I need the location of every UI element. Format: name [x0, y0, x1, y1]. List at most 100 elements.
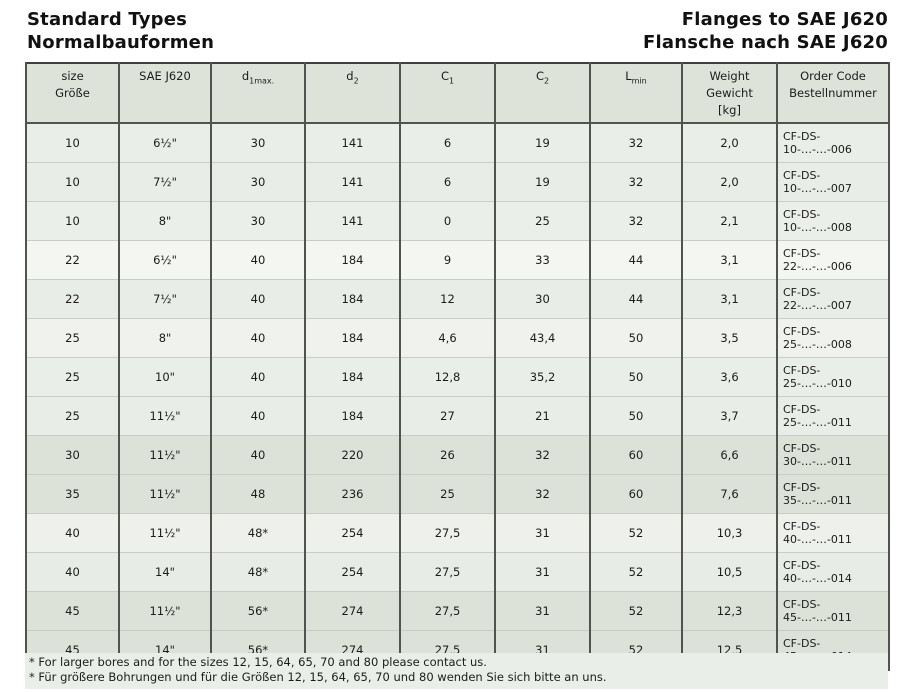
col-header-c1: C1	[399, 63, 496, 124]
cell-size: 40	[25, 552, 120, 592]
table-row: 35 11½" 48 236 25 32 60 7,6 CF-DS-35-…-…-011	[25, 474, 890, 514]
table-row: 25 8" 40 184 4,6 43,4 50 3,5 CF-DS-25-…-…-008	[25, 318, 890, 358]
cell-size: 40	[25, 513, 120, 553]
header-label: L	[625, 69, 632, 83]
cell-d2: 184	[304, 279, 401, 319]
cell-order-code: CF-DS-45-…-…-011	[776, 591, 890, 631]
title-right-line1: Flanges to SAE J620	[681, 9, 888, 30]
header-label: SAE J620	[139, 69, 191, 83]
cell-c1: 9	[399, 240, 496, 280]
cell-lmin: 52	[589, 513, 683, 553]
cell-d2: 254	[304, 513, 401, 553]
cell-size: 25	[25, 318, 120, 358]
cell-weight: 10,5	[681, 552, 778, 592]
page-titles: Standard Types Normalbauformen Flanges t…	[27, 8, 888, 54]
header-row: size Größe SAE J620 d1max. d2 C1 C2	[25, 63, 890, 124]
cell-weight: 6,6	[681, 435, 778, 475]
title-right: Flanges to SAE J620 Flansche nach SAE J6…	[643, 8, 888, 54]
col-header-sae-j620: SAE J620	[118, 63, 212, 124]
cell-size: 30	[25, 435, 120, 475]
cell-c1: 26	[399, 435, 496, 475]
header-label: C	[440, 69, 449, 83]
table-row: 25 10" 40 184 12,8 35,2 50 3,6 CF-DS-25-…-…-010	[25, 357, 890, 397]
header-subscript: 2	[353, 76, 359, 86]
header-label: Order Code	[800, 69, 866, 83]
header-label: d	[241, 69, 250, 83]
table-row: 25 11½" 40 184 27 21 50 3,7 CF-DS-25-…-…-011	[25, 396, 890, 436]
table-row: 10 6½" 30 141 6 19 32 2,0 CF-DS-10-…-…-006	[25, 122, 890, 163]
cell-d1max: 30	[210, 201, 306, 241]
cell-d2: 220	[304, 435, 401, 475]
table-row: 10 8" 30 141 0 25 32 2,1 CF-DS-10-…-…-008	[25, 201, 890, 241]
footnote-english: * For larger bores and for the sizes 12,…	[29, 655, 487, 669]
col-header-weight: Weight Gewicht [kg]	[681, 63, 778, 124]
cell-order-code: CF-DS-40-…-…-014	[776, 552, 890, 592]
cell-lmin: 50	[589, 357, 683, 397]
cell-d1max: 48	[210, 474, 306, 514]
header-label: [kg]	[718, 103, 741, 117]
cell-lmin: 50	[589, 396, 683, 436]
cell-d1max: 40	[210, 279, 306, 319]
cell-c2: 19	[494, 162, 591, 202]
cell-c1: 27,5	[399, 513, 496, 553]
cell-order-code: CF-DS-10-…-…-007	[776, 162, 890, 202]
cell-d1max: 48*	[210, 513, 306, 553]
cell-size: 10	[25, 162, 120, 202]
cell-d2: 184	[304, 240, 401, 280]
cell-sae-j620: 11½"	[118, 591, 212, 631]
cell-d1max: 48*	[210, 552, 306, 592]
cell-weight: 3,5	[681, 318, 778, 358]
cell-d1max: 30	[210, 122, 306, 163]
cell-size: 35	[25, 474, 120, 514]
table-row: 40 11½" 48* 254 27,5 31 52 10,3 CF-DS-40-…-…-011	[25, 513, 890, 553]
cell-order-code: CF-DS-25-…-…-011	[776, 396, 890, 436]
header-label: C	[535, 69, 544, 83]
cell-c2: 43,4	[494, 318, 591, 358]
cell-c2: 32	[494, 474, 591, 514]
cell-weight: 7,6	[681, 474, 778, 514]
header-label: size	[61, 69, 84, 83]
cell-c1: 27	[399, 396, 496, 436]
table-row: 10 7½" 30 141 6 19 32 2,0 CF-DS-10-…-…-007	[25, 162, 890, 202]
cell-c2: 31	[494, 513, 591, 553]
cell-weight: 3,1	[681, 240, 778, 280]
cell-d2: 141	[304, 162, 401, 202]
cell-lmin: 32	[589, 122, 683, 163]
cell-d1max: 40	[210, 318, 306, 358]
header-label: Weight	[709, 69, 750, 83]
cell-d2: 236	[304, 474, 401, 514]
col-header-c2: C2	[494, 63, 591, 124]
cell-lmin: 44	[589, 279, 683, 319]
cell-order-code: CF-DS-22-…-…-007	[776, 279, 890, 319]
cell-lmin: 52	[589, 552, 683, 592]
cell-c1: 6	[399, 162, 496, 202]
cell-c1: 6	[399, 122, 496, 163]
cell-c2: 21	[494, 396, 591, 436]
cell-sae-j620: 11½"	[118, 396, 212, 436]
cell-c2: 33	[494, 240, 591, 280]
cell-d2: 274	[304, 591, 401, 631]
cell-d2: 141	[304, 201, 401, 241]
cell-d2: 184	[304, 396, 401, 436]
cell-c1: 0	[399, 201, 496, 241]
cell-size: 45	[25, 591, 120, 631]
cell-order-code: CF-DS-30-…-…-011	[776, 435, 890, 475]
cell-size: 22	[25, 279, 120, 319]
cell-sae-j620: 14"	[118, 552, 212, 592]
col-header-d1max: d1max.	[210, 63, 306, 124]
cell-d1max: 40	[210, 435, 306, 475]
col-header-d2: d2	[304, 63, 401, 124]
cell-order-code: CF-DS-35-…-…-011	[776, 474, 890, 514]
cell-sae-j620: 7½"	[118, 279, 212, 319]
cell-d2: 184	[304, 318, 401, 358]
cell-lmin: 32	[589, 162, 683, 202]
footnotes: * For larger bores and for the sizes 12,…	[25, 653, 888, 689]
footnote-german: * Für größere Bohrungen und für die Größ…	[29, 670, 607, 684]
cell-size: 22	[25, 240, 120, 280]
cell-c1: 27,5	[399, 552, 496, 592]
cell-c2: 31	[494, 552, 591, 592]
title-left: Standard Types Normalbauformen	[27, 8, 214, 54]
cell-sae-j620: 11½"	[118, 435, 212, 475]
cell-c2: 25	[494, 201, 591, 241]
